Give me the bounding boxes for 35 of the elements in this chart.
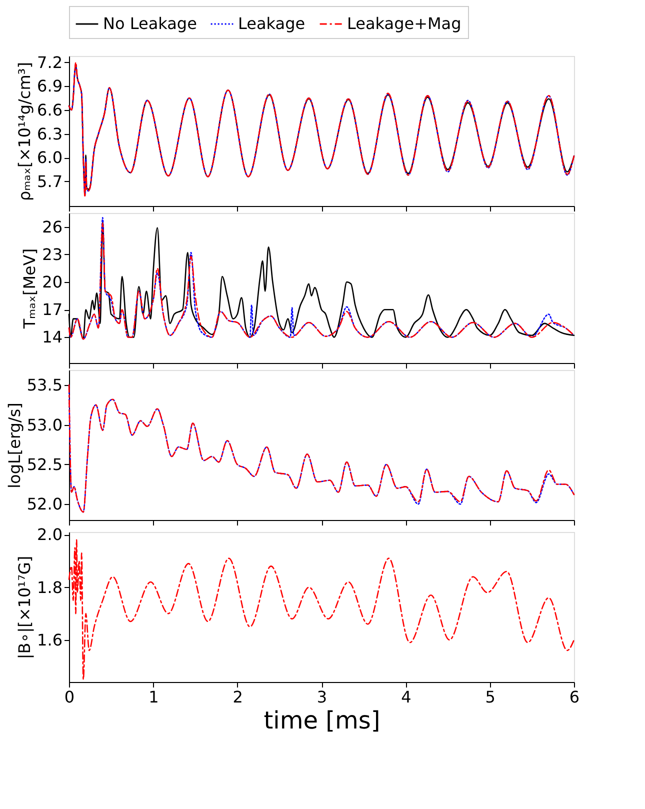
y-tick-label: 14: [42, 328, 62, 347]
y-tick-label: 6.0: [37, 148, 62, 168]
x-tick-label: 0: [64, 688, 75, 706]
y-tick-label: 1.6: [37, 630, 62, 650]
x-tick-label: 4: [401, 688, 412, 706]
x-tick-label: 1: [148, 688, 159, 706]
y-axis-title: logL[erg/s]: [4, 402, 24, 488]
y-tick-label: 5.7: [37, 172, 62, 191]
y-tick-label: 1.8: [37, 578, 62, 597]
y-axis-title: ρₘₐₓ[×10¹⁴g/cm³]: [15, 62, 34, 201]
y-tick-label: 20: [42, 272, 62, 292]
x-tick-label: 2: [232, 688, 243, 706]
legend-label: Leakage+Mag: [347, 14, 462, 33]
y-tick-label: 53.5: [26, 376, 62, 395]
y-tick-label: 52.5: [26, 454, 62, 474]
y-tick-label: 6.9: [37, 76, 62, 96]
y-tick-label: 26: [42, 217, 62, 236]
line-series: [68, 384, 575, 513]
y-axis-title: Tₘₐₓ[MeV]: [20, 248, 40, 330]
line-series: [68, 539, 575, 680]
x-tick-label: 3: [316, 688, 328, 706]
y-tick-label: 6.6: [37, 100, 62, 120]
x-tick-label: 5: [485, 688, 496, 706]
y-tick-label: 52.0: [26, 494, 62, 514]
y-axis-title: |B∘|[×10¹⁷G]: [15, 556, 34, 660]
x-tick-label: 6: [569, 688, 580, 706]
y-tick-label: 23: [42, 244, 62, 264]
y-tick-label: 6.3: [37, 124, 62, 144]
y-tick-label: 53.0: [26, 415, 62, 434]
y-tick-label: 17: [42, 300, 62, 320]
legend-label: No Leakage: [103, 14, 197, 33]
legend-label: Leakage: [238, 14, 306, 33]
y-tick-label: 2.0: [37, 525, 62, 544]
y-tick-label: 7.2: [37, 52, 62, 72]
x-axis-title: time [ms]: [264, 706, 380, 734]
